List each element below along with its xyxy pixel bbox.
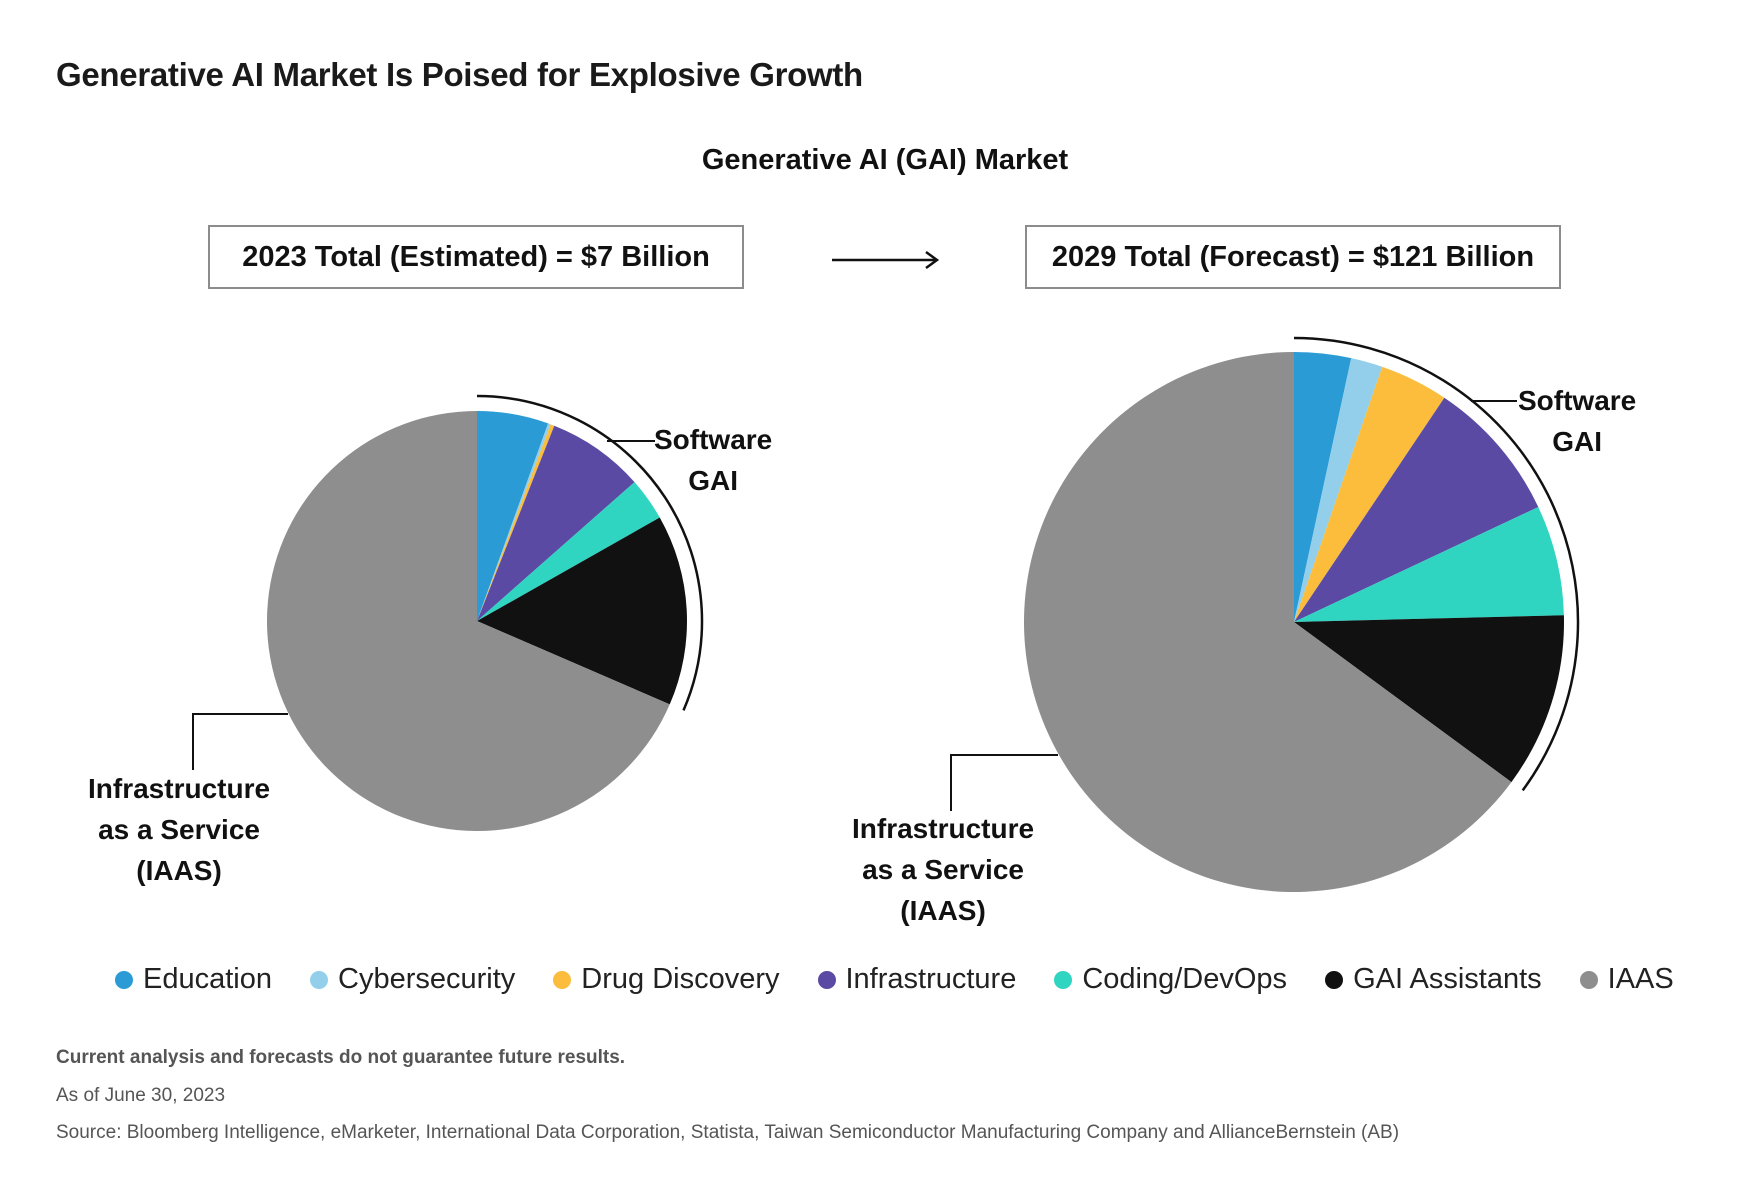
callout-iaas-line2: as a Service (862, 854, 1024, 885)
footer-date: As of June 30, 2023 (56, 1085, 226, 1106)
legend-dot-icon (1325, 970, 1344, 989)
main-title: Generative AI Market Is Poised for Explo… (56, 56, 863, 93)
pie-slice-coding-devops-2029 (1294, 507, 1564, 622)
callout-gai-label: GAI (688, 465, 739, 496)
legend-item-cybersecurity: Cybersecurity (310, 963, 515, 996)
pie-slice-cybersecurity-2023 (477, 423, 551, 621)
chart-subtitle: Generative AI (GAI) Market (701, 144, 1069, 176)
legend-item-drug-discovery: Drug Discovery (553, 963, 780, 996)
iaas-leader-line-2029 (950, 754, 1058, 811)
legend-dot-icon (1054, 970, 1073, 989)
callout-iaas-line1: Infrastructure (88, 773, 271, 804)
legend-dot-icon (817, 970, 836, 989)
callout-iaas-line1: Infrastructure (852, 813, 1035, 844)
pie-slice-infrastructure-2023 (477, 425, 635, 621)
legend-label: Infrastructure (845, 963, 1017, 995)
footer-source: Source: Bloomberg Intelligence, eMarkete… (56, 1122, 1400, 1143)
legend: Education Cybersecurity Drug Discovery I… (115, 963, 1674, 996)
pie-slice-iaas-2029 (1024, 352, 1512, 892)
legend-label: Education (143, 963, 272, 995)
legend-label: IAAS (1607, 963, 1674, 995)
iaas-leader-line-2023 (192, 713, 288, 770)
pie-slice-gai-assistants-2029 (1294, 615, 1564, 783)
pie-slice-education-2023 (477, 411, 549, 621)
legend-item-education: Education (115, 963, 272, 996)
callout-iaas-line3: (IAAS) (900, 895, 986, 926)
software-gai-callout-2029: Software GAI (1518, 380, 1636, 462)
callout-software-label: Software (654, 424, 773, 455)
iaas-callout-2029: Infrastructure as a Service (IAAS) (852, 808, 1034, 931)
legend-item-gai-assistants: GAI Assistants (1325, 963, 1542, 996)
legend-dot-icon (310, 970, 328, 989)
pie-slice-cybersecurity-2029 (1294, 358, 1383, 622)
pie-slice-drug-discovery-2029 (1294, 366, 1445, 622)
callout-iaas-line3: (IAAS) (136, 855, 222, 886)
callout-gai-label: GAI (1552, 426, 1603, 457)
total-2029-box: 2029 Total (Forecast) = $121 Billion (1025, 225, 1561, 289)
legend-dot-icon (1579, 970, 1598, 989)
total-2023-box: 2023 Total (Estimated) = $7 Billion (208, 225, 744, 289)
software-gai-bracket-2029 (1293, 336, 1580, 792)
software-gai-callout-2023: Software GAI (654, 419, 772, 501)
callout-software-label: Software (1518, 385, 1637, 416)
legend-item-iaas: IAAS (1579, 963, 1674, 996)
pie-slice-infrastructure-2029 (1294, 397, 1539, 622)
pie-slice-coding-devops-2023 (477, 482, 660, 621)
legend-label: Coding/DevOps (1082, 963, 1288, 995)
software-gai-bracket-2023 (476, 394, 704, 711)
legend-item-coding-devops: Coding/DevOps (1054, 963, 1287, 996)
pie-slice-drug-discovery-2023 (477, 424, 555, 621)
legend-dot-icon (553, 970, 572, 989)
legend-dot-icon (115, 970, 133, 989)
pie-slice-iaas-2023 (267, 411, 670, 831)
iaas-callout-2023: Infrastructure as a Service (IAAS) (88, 768, 270, 891)
pie-slice-gai-assistants-2023 (477, 517, 688, 705)
pie-slice-education-2029 (1294, 352, 1352, 622)
arrow-right-icon (832, 250, 940, 270)
legend-label: GAI Assistants (1353, 963, 1542, 995)
callout-iaas-line2: as a Service (98, 814, 260, 845)
legend-item-infrastructure: Infrastructure (817, 963, 1017, 996)
footer-disclaimer: Current analysis and forecasts do not gu… (56, 1047, 626, 1068)
legend-label: Drug Discovery (581, 963, 780, 995)
legend-label: Cybersecurity (338, 963, 516, 995)
